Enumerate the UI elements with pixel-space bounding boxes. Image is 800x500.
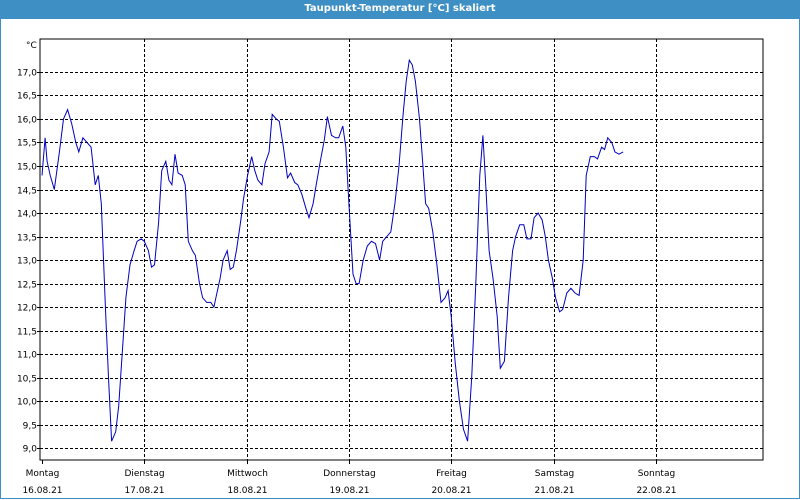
y-tick-label: 15,0: [17, 163, 37, 173]
x-tick-weekday: Samstag: [535, 469, 574, 479]
x-tick-weekday: Sonntag: [638, 469, 675, 479]
x-tick-date: 17.08.21: [124, 486, 164, 496]
y-tick-label: 16,5: [17, 92, 37, 102]
y-tick-label: 13,0: [17, 257, 37, 267]
plot-area: [39, 38, 764, 461]
x-tick-date: 18.08.21: [227, 486, 267, 496]
y-tick-label: 14,0: [17, 210, 37, 220]
x-tick-date: 19.08.21: [329, 486, 369, 496]
x-axis-labels: Montag 16.08.21 Dienstag 17.08.21 Mittwoch 18…: [22, 460, 677, 496]
y-tick-label: 9,0: [23, 445, 38, 455]
y-tick-label: 15,5: [17, 139, 37, 149]
y-tick-label: 17,0: [17, 69, 37, 79]
grid: [40, 39, 763, 460]
x-tick-weekday: Dienstag: [124, 469, 164, 479]
y-tick-label: 11,0: [17, 351, 37, 361]
x-tick-weekday: Montag: [26, 469, 60, 479]
x-tick-date: 21.08.21: [534, 486, 574, 496]
y-tick-label: 16,0: [17, 116, 37, 126]
x-tick-date: 20.08.21: [431, 486, 471, 496]
y-tick-label: 11,5: [17, 328, 37, 338]
series-lines: [41, 58, 624, 442]
y-tick-label: 10,5: [17, 375, 37, 385]
x-tick-date: 16.08.21: [22, 486, 62, 496]
y-tick-label: 13,5: [17, 234, 37, 244]
y-tick-label: 10,0: [17, 398, 37, 408]
y-tick-label: 12,5: [17, 281, 37, 291]
window-title: Taupunkt-Temperatur [°C] skaliert: [0, 0, 800, 19]
x-tick-weekday: Freitag: [436, 469, 467, 479]
y-axis-unit: °C: [26, 41, 37, 51]
x-tick-date: 22.08.21: [636, 486, 676, 496]
dewpoint-line: [41, 58, 624, 442]
y-axis-ticks: 17,0 16,5 16,0 15,5 15,0 14,5 14,0 13,5 13,0 12,5…: [17, 69, 40, 455]
y-tick-label: 12,0: [17, 304, 37, 314]
x-tick-weekday: Mittwoch: [227, 469, 268, 479]
x-tick-weekday: Donnerstag: [323, 469, 376, 479]
y-tick-label: 14,5: [17, 187, 37, 197]
y-tick-label: 9,5: [23, 422, 37, 432]
